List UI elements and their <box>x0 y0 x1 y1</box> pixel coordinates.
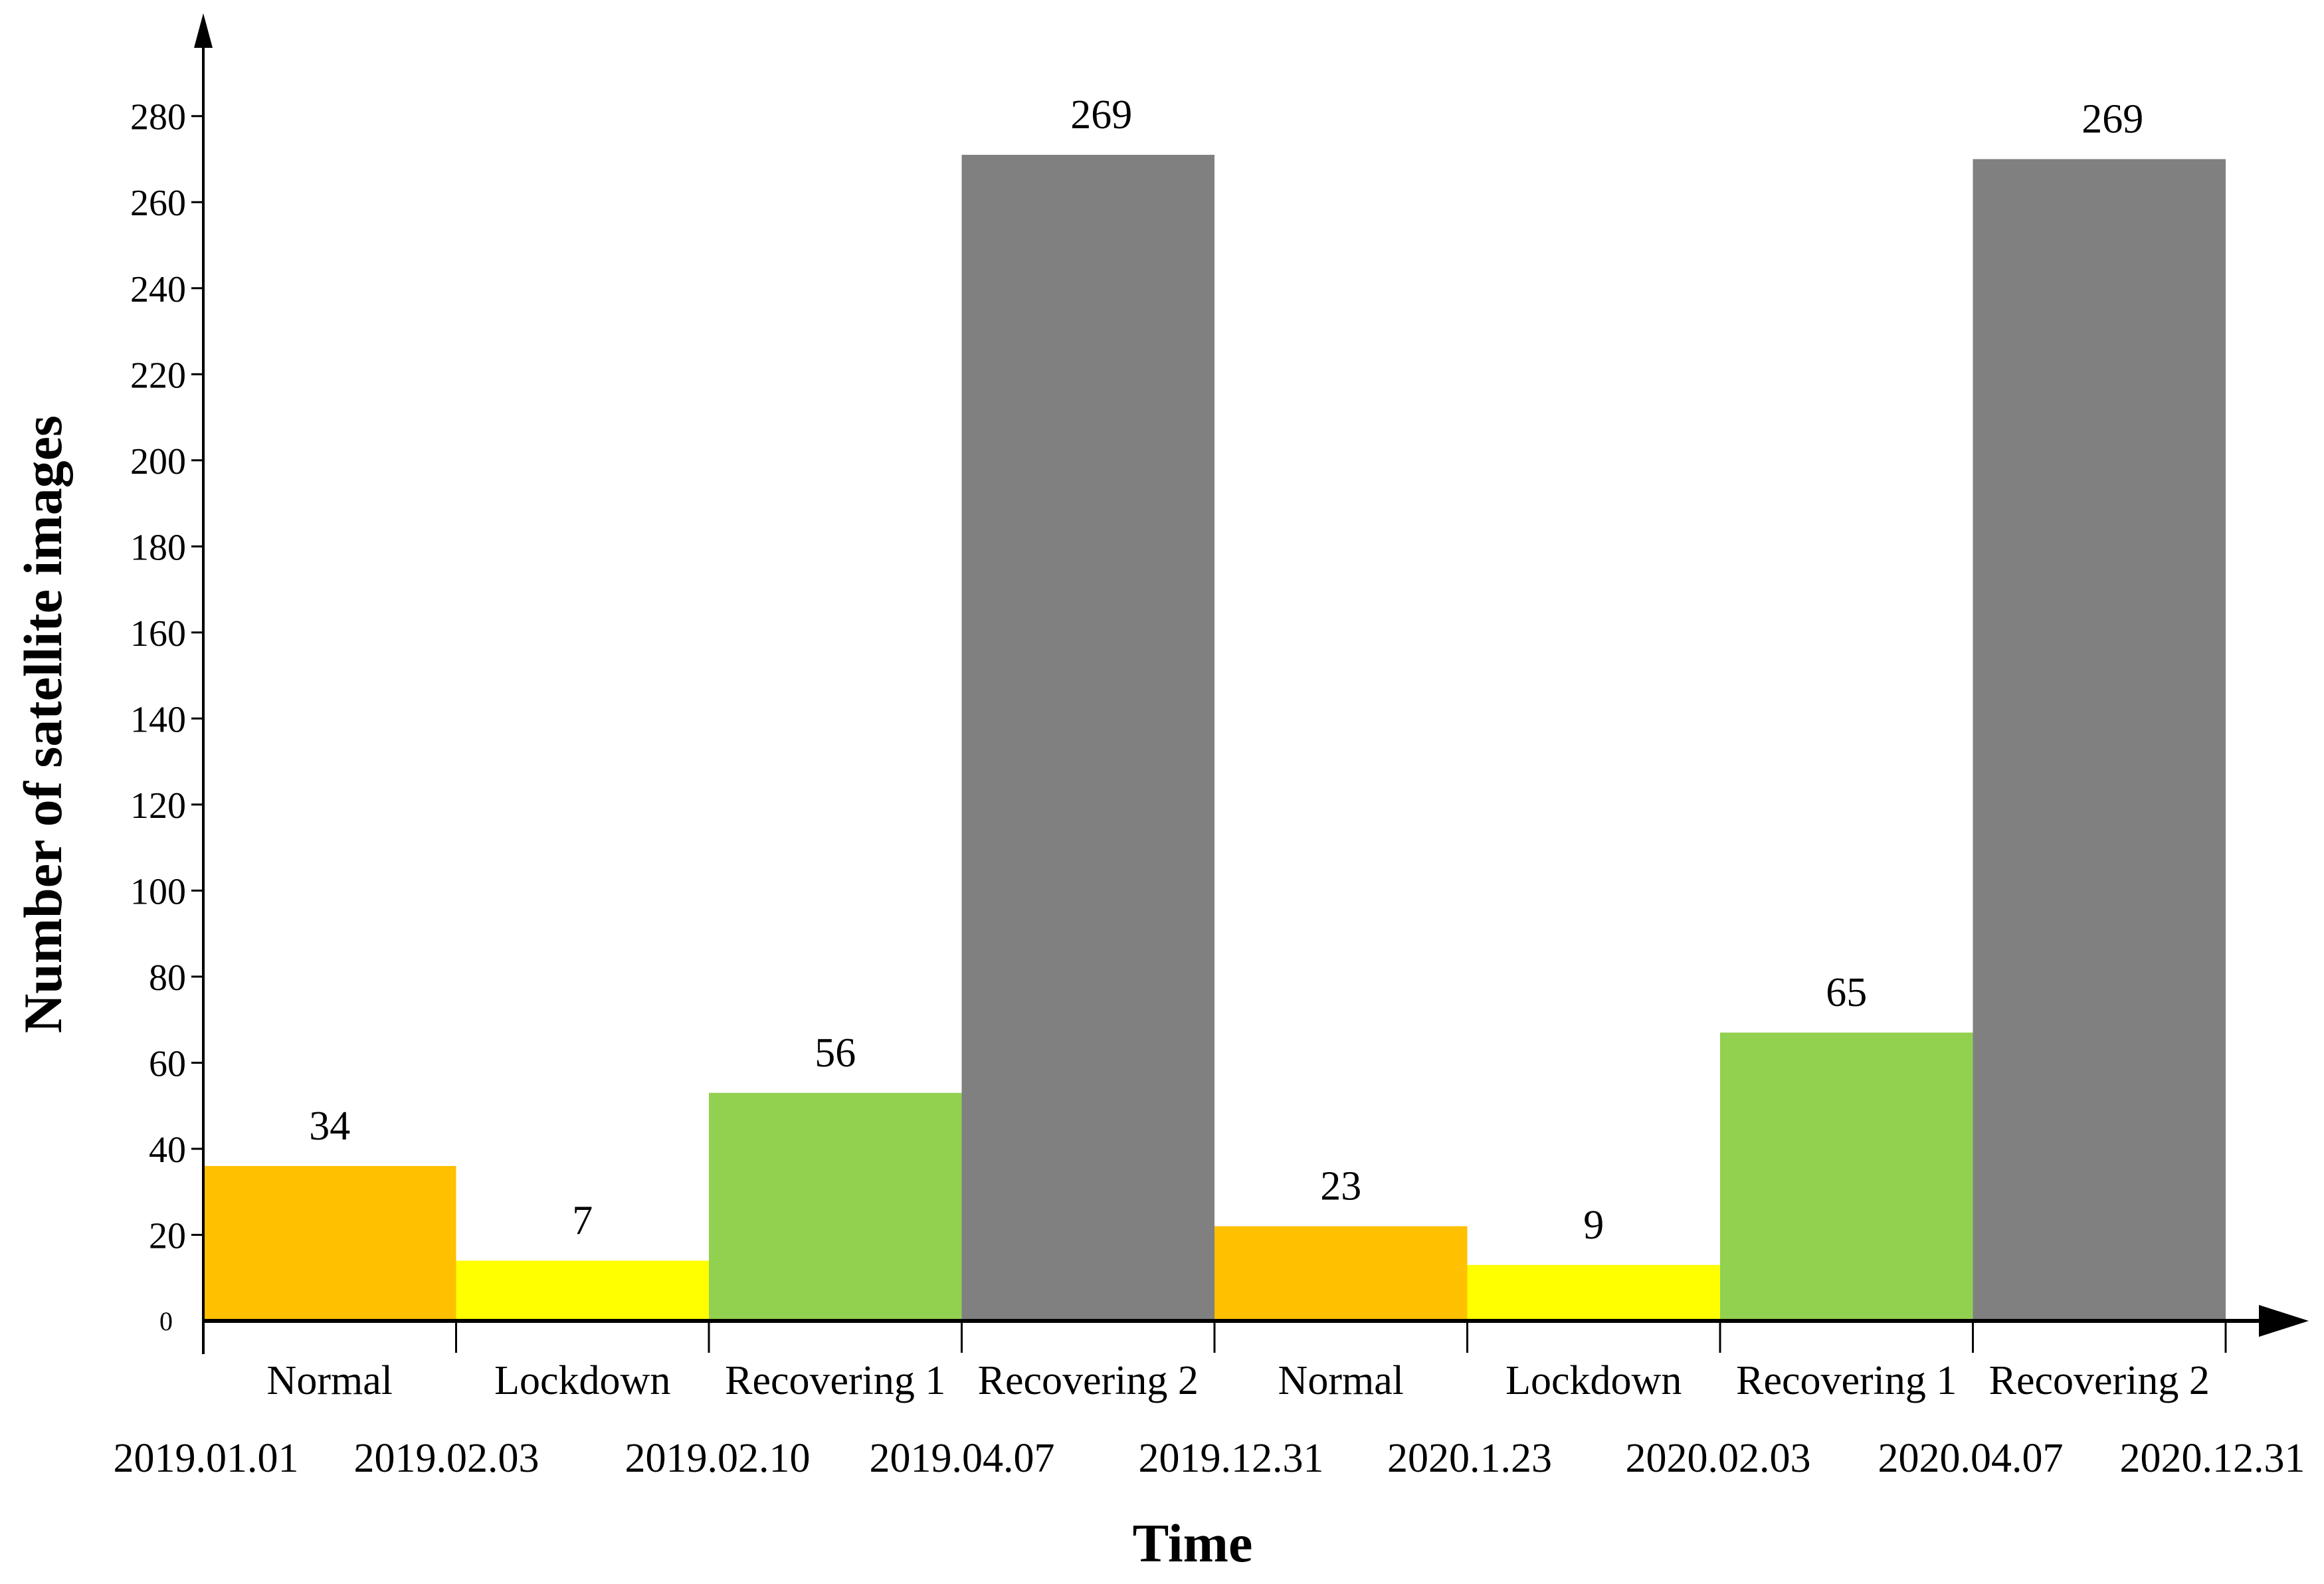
bar-8 <box>1973 159 2226 1322</box>
bar-1 <box>203 1165 456 1321</box>
category-label-1: Normal <box>267 1358 393 1403</box>
date-label-6: 2020.1.23 <box>1387 1436 1552 1481</box>
y-tick-label-200: 200 <box>130 441 186 482</box>
data-label-1: 34 <box>309 1104 350 1149</box>
bar-6 <box>1467 1264 1720 1321</box>
y-tick-label-120: 120 <box>130 785 186 827</box>
y-tick-label-60: 60 <box>149 1043 186 1084</box>
bar-4 <box>961 155 1214 1321</box>
date-label-3: 2019.02.10 <box>625 1436 811 1481</box>
y-tick-label-280: 280 <box>130 97 186 138</box>
y-tick-label-20: 20 <box>149 1215 186 1256</box>
date-label-4: 2019.04.07 <box>870 1436 1055 1481</box>
date-label-5: 2019.12.31 <box>1139 1436 1324 1481</box>
data-label-5: 23 <box>1320 1164 1361 1209</box>
x-axis-arrow <box>2259 1305 2309 1337</box>
category-label-6: Lockdown <box>1505 1358 1682 1403</box>
category-label-2: Lockdown <box>494 1358 670 1403</box>
y-axis-title: Number of satellite images <box>13 415 73 1033</box>
category-label-8: Recovering 2 <box>1989 1358 2210 1403</box>
bar-2 <box>456 1260 709 1321</box>
y-tick-label-260: 260 <box>130 183 186 224</box>
y-tick-label-100: 100 <box>130 871 186 912</box>
date-label-8: 2020.04.07 <box>1878 1436 2064 1481</box>
data-label-3: 56 <box>815 1031 856 1076</box>
bars-layer <box>203 155 2226 1322</box>
data-label-8: 269 <box>2082 96 2143 142</box>
x-axis-title: Time <box>1133 1513 1253 1573</box>
y-tick-label-160: 160 <box>130 613 186 654</box>
y-tick-label-0: 0 <box>159 1306 173 1336</box>
bar-7 <box>1720 1033 1973 1321</box>
y-tick-label-240: 240 <box>130 269 186 310</box>
date-label-9: 2020.12.31 <box>2120 1436 2305 1481</box>
bar-5 <box>1214 1226 1468 1321</box>
date-label-7: 2020.02.03 <box>1626 1436 1811 1481</box>
category-label-5: Normal <box>1278 1358 1404 1403</box>
bar-3 <box>709 1092 962 1321</box>
category-label-3: Recovering 1 <box>725 1358 945 1403</box>
y-tick-label-140: 140 <box>130 699 186 740</box>
y-tick-label-220: 220 <box>130 355 186 396</box>
y-tick-label-80: 80 <box>149 957 186 999</box>
data-label-7: 65 <box>1826 970 1867 1015</box>
date-label-2: 2019.02.03 <box>354 1436 539 1481</box>
data-label-6: 9 <box>1583 1203 1604 1248</box>
data-label-2: 7 <box>572 1198 593 1243</box>
data-label-4: 269 <box>1070 92 1132 138</box>
date-label-1: 2019.01.01 <box>114 1436 299 1481</box>
labels-layer: 0 20 40 60 80 100 120 140 160 180 200 220 240 260 280 N… <box>114 92 2305 1481</box>
axes-layer <box>191 13 2309 1354</box>
y-tick-label-180: 180 <box>130 527 186 568</box>
category-label-4: Recovering 2 <box>978 1358 1199 1403</box>
y-axis-arrow <box>194 13 213 48</box>
category-label-7: Recovering 1 <box>1736 1358 1957 1403</box>
y-tick-label-40: 40 <box>149 1130 186 1171</box>
